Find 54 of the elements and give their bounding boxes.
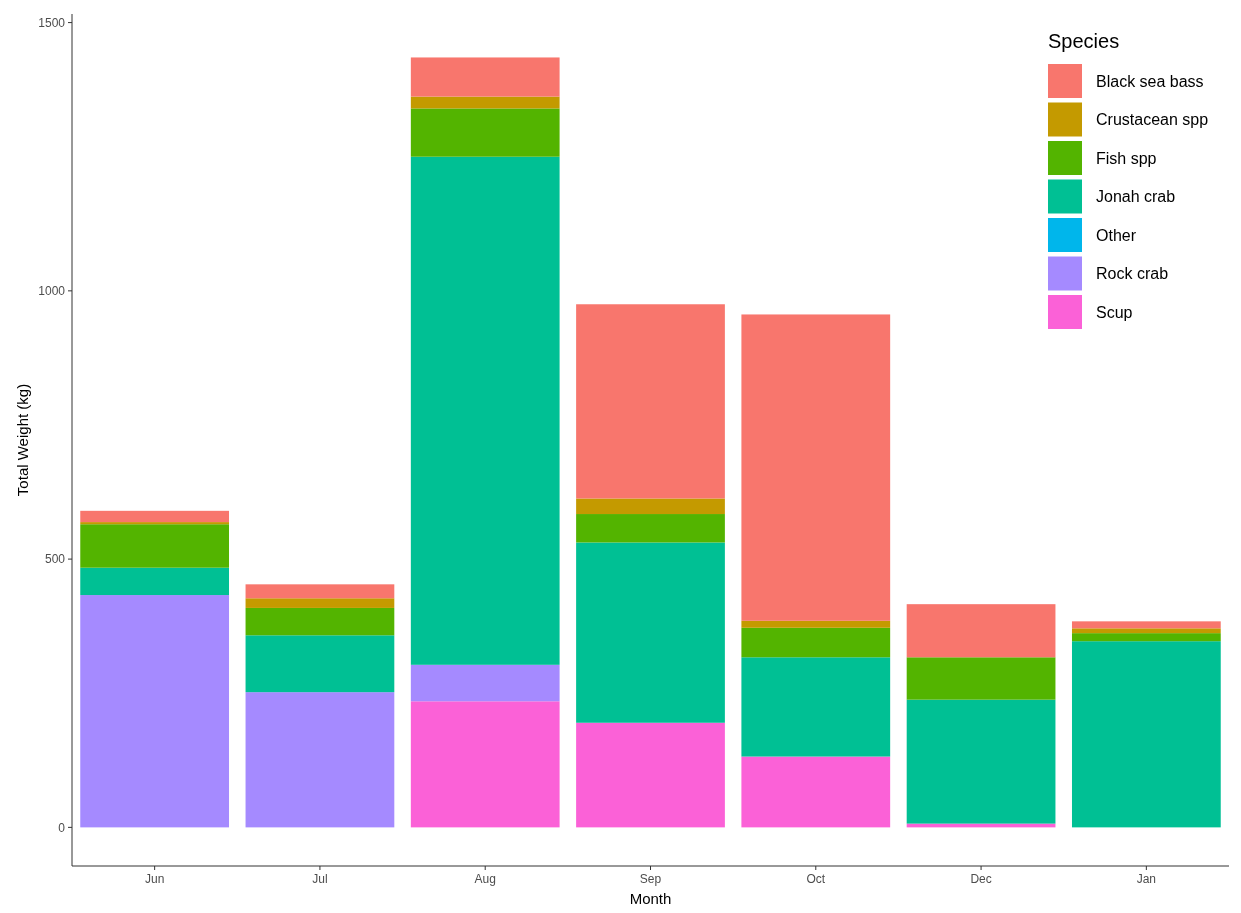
bar — [906, 604, 1056, 658]
x-tick-label: Jan — [1136, 872, 1157, 886]
bar — [906, 699, 1056, 824]
y-tick-label: 1000 — [38, 284, 66, 299]
bar — [245, 607, 395, 636]
bar — [80, 510, 230, 523]
bar — [576, 304, 725, 499]
bar — [80, 567, 230, 596]
legend-label: Fish spp — [1096, 149, 1157, 167]
bar — [576, 722, 725, 828]
legend-label: Black sea bass — [1096, 72, 1204, 90]
bar — [245, 598, 395, 608]
bar — [1071, 628, 1221, 634]
bar — [741, 314, 891, 621]
bar — [410, 701, 560, 828]
bar — [245, 584, 395, 599]
x-tick-label: Dec — [970, 872, 992, 886]
bar — [245, 635, 395, 693]
legend-label: Scup — [1096, 303, 1133, 321]
bar — [741, 756, 891, 828]
x-tick-label: Jun — [144, 872, 165, 886]
x-tick-label: Aug — [474, 872, 496, 886]
bar — [80, 522, 230, 525]
bar — [410, 664, 560, 702]
x-tick-label: Jul — [312, 872, 328, 886]
bar — [741, 627, 891, 658]
bar — [1071, 641, 1221, 828]
legend-label: Other — [1096, 226, 1137, 244]
x-tick-label: Oct — [806, 872, 826, 886]
bar — [741, 620, 891, 628]
bar — [245, 692, 395, 828]
legend-label: Crustacean spp — [1096, 111, 1209, 129]
y-tick-label: 0 — [58, 820, 66, 835]
legend-title: Species — [1048, 30, 1120, 52]
bar — [410, 57, 560, 97]
bar — [741, 657, 891, 757]
bar — [576, 498, 725, 515]
legend-label: Rock crab — [1096, 265, 1169, 283]
bar — [576, 514, 725, 543]
x-axis-title: Month — [629, 890, 672, 907]
bar — [80, 595, 230, 828]
bar — [1071, 621, 1221, 629]
bar — [80, 524, 230, 568]
x-tick-label: Sep — [639, 872, 662, 886]
bar — [410, 108, 560, 157]
legend-label: Jonah crab — [1096, 188, 1176, 206]
bar — [410, 96, 560, 109]
bar — [906, 657, 1056, 700]
bar — [576, 542, 725, 723]
y-tick-label: 1500 — [38, 15, 66, 30]
y-axis-title: Total Weight (kg) — [14, 383, 31, 497]
y-tick-label: 500 — [44, 552, 66, 567]
bar — [410, 156, 560, 665]
bar — [1071, 633, 1221, 642]
